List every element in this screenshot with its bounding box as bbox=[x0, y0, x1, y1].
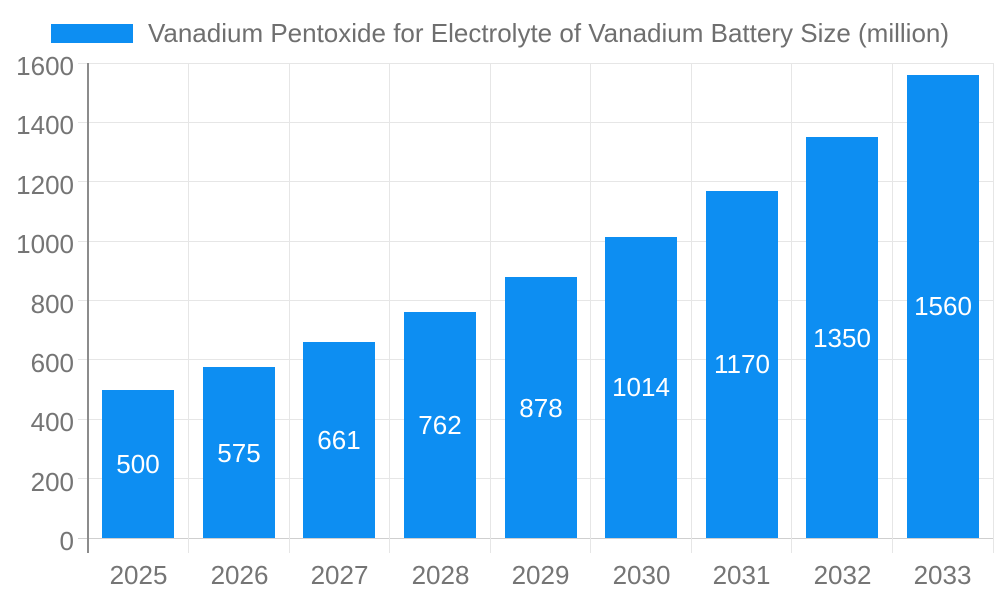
gridline bbox=[891, 63, 893, 553]
bar[interactable] bbox=[303, 341, 375, 538]
y-axis-line bbox=[87, 63, 89, 553]
bar-value-label: 1014 bbox=[612, 372, 670, 402]
bar[interactable] bbox=[203, 367, 275, 538]
y-axis-tick-label: 1400 bbox=[16, 110, 74, 141]
bar-value-label: 1350 bbox=[813, 323, 871, 353]
legend-label: Vanadium Pentoxide for Electrolyte of Va… bbox=[147, 18, 950, 49]
y-axis-tick-label: 600 bbox=[30, 347, 74, 378]
bar-value-label: 575 bbox=[217, 438, 261, 468]
x-axis-tick-label: 2033 bbox=[913, 560, 972, 590]
gridline bbox=[78, 240, 993, 242]
bar[interactable] bbox=[404, 311, 476, 538]
bar[interactable] bbox=[505, 277, 577, 538]
x-axis-tick-label: 2026 bbox=[210, 560, 269, 590]
x-axis-tick-label: 2027 bbox=[310, 560, 369, 590]
gridline bbox=[690, 63, 692, 553]
x-axis-tick-label: 2028 bbox=[411, 560, 470, 590]
gridline bbox=[389, 63, 391, 553]
x-axis-tick-label: 2030 bbox=[612, 560, 671, 590]
bar[interactable] bbox=[605, 236, 677, 538]
legend-item[interactable]: Vanadium Pentoxide for Electrolyte of Va… bbox=[50, 18, 950, 49]
gridline bbox=[992, 63, 994, 553]
gridline bbox=[188, 63, 190, 553]
gridline bbox=[78, 62, 993, 64]
bar[interactable] bbox=[806, 137, 878, 538]
bar-value-label: 500 bbox=[116, 449, 160, 479]
gridline bbox=[791, 63, 793, 553]
x-axis-tick-label: 2029 bbox=[511, 560, 570, 590]
bar-value-label: 1560 bbox=[914, 291, 972, 321]
y-axis-tick-label: 800 bbox=[30, 288, 74, 319]
y-axis-tick-label: 1000 bbox=[16, 229, 74, 260]
bar-value-label: 661 bbox=[317, 425, 361, 455]
legend: Vanadium Pentoxide for Electrolyte of Va… bbox=[0, 14, 1000, 54]
y-axis-tick-label: 1200 bbox=[16, 169, 74, 200]
gridline bbox=[590, 63, 592, 553]
bar[interactable] bbox=[706, 190, 778, 538]
bar-value-label: 762 bbox=[418, 410, 462, 440]
gridline bbox=[78, 181, 993, 183]
bar-value-label: 1170 bbox=[714, 349, 770, 379]
x-axis-tick-label: 2031 bbox=[712, 560, 771, 590]
y-axis-tick-label: 400 bbox=[30, 407, 74, 438]
bar-value-label: 878 bbox=[519, 393, 563, 423]
y-axis-tick-label: 200 bbox=[30, 466, 74, 497]
x-axis-tick-label: 2025 bbox=[109, 560, 168, 590]
gridline bbox=[489, 63, 491, 553]
y-axis-tick-label: 0 bbox=[59, 526, 74, 556]
x-axis-tick-label: 2032 bbox=[813, 560, 872, 590]
gridline bbox=[288, 63, 290, 553]
bar[interactable] bbox=[907, 74, 979, 538]
bar[interactable] bbox=[102, 389, 174, 538]
legend-swatch bbox=[50, 24, 133, 44]
gridline bbox=[78, 121, 993, 123]
baseline-gridline bbox=[78, 537, 993, 539]
y-axis-tick-label: 1600 bbox=[16, 51, 74, 81]
